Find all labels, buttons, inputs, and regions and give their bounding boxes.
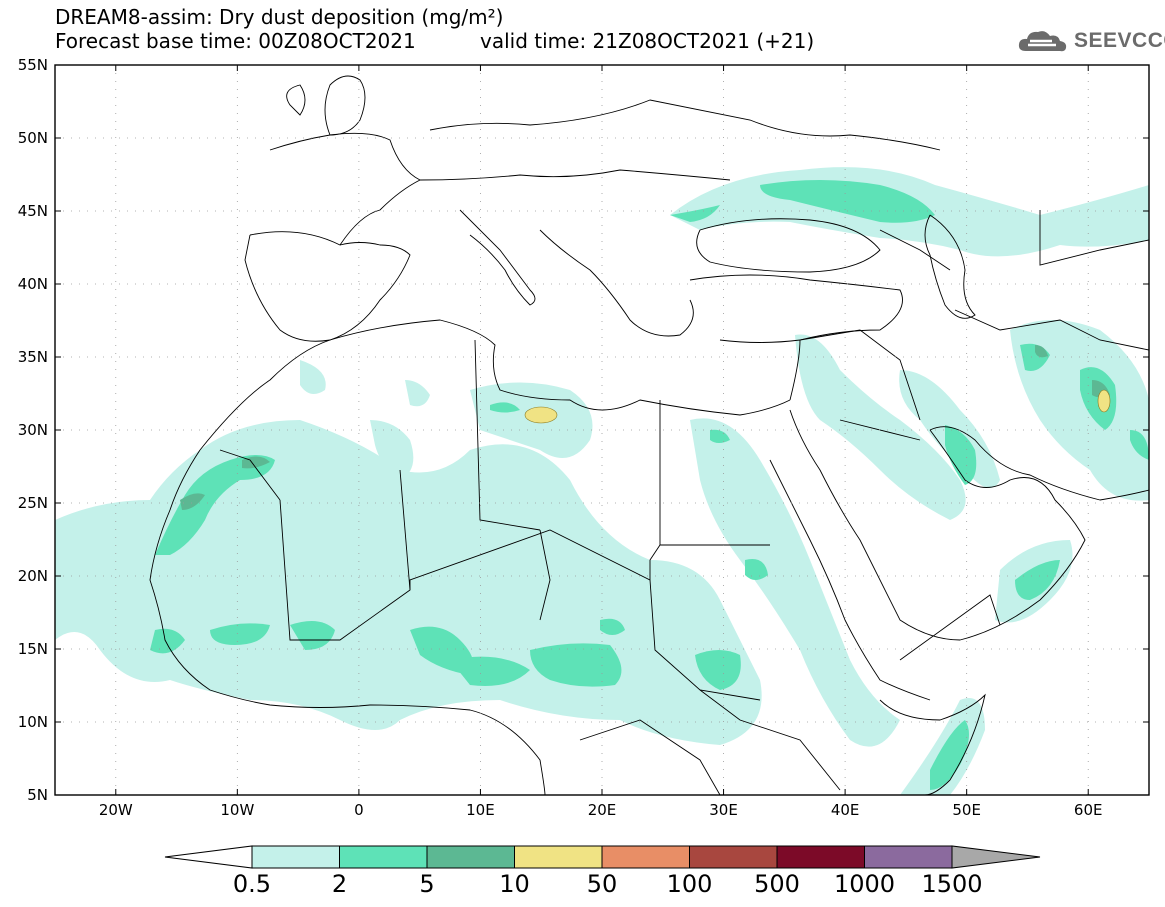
colorbar-label: 1000 xyxy=(834,870,895,898)
lat-lon-gridlines xyxy=(55,64,1149,796)
colorbar-label: 10 xyxy=(499,870,530,898)
seevccc-logo: SEEVCCC xyxy=(1018,26,1165,56)
colorbar-swatch xyxy=(339,845,428,869)
lon-label: 50E xyxy=(952,801,981,819)
plume-mid-level xyxy=(150,180,1149,790)
colorbar-label: 0.5 xyxy=(233,870,271,898)
valid-time: valid time: 21Z08OCT2021 (+21) xyxy=(480,29,815,53)
colorbar-under-triangle xyxy=(164,845,253,869)
lat-label: 50N xyxy=(18,129,48,147)
lon-label: 10W xyxy=(220,801,254,819)
colorbar-label: 1500 xyxy=(921,870,982,898)
lat-label: 55N xyxy=(18,56,48,74)
lat-label: 45N xyxy=(18,202,48,220)
colorbar-label: 100 xyxy=(667,870,713,898)
lon-label: 20W xyxy=(99,801,133,819)
colorbar-swatch xyxy=(514,845,603,869)
colorbar-label: 50 xyxy=(587,870,618,898)
lon-label: 60E xyxy=(1074,801,1103,819)
plume-peak-level xyxy=(524,389,1111,424)
colorbar-swatch xyxy=(864,845,953,869)
colorbar-label: 2 xyxy=(332,870,347,898)
lon-label: 40E xyxy=(831,801,860,819)
lon-label: 30E xyxy=(709,801,738,819)
lat-label: 5N xyxy=(27,786,48,804)
dust-deposition-plumes xyxy=(55,167,1149,795)
cloud-logo-icon xyxy=(1018,31,1067,52)
lat-label: 35N xyxy=(18,348,48,366)
lat-label: 30N xyxy=(18,421,48,439)
lat-label: 20N xyxy=(18,567,48,585)
latitude-labels: 55N 50N 45N 40N 35N 30N 25N 20N 15N 10N 5N xyxy=(18,56,48,804)
colorbar-swatch xyxy=(251,845,340,869)
coastlines-and-borders xyxy=(149,75,1149,795)
colorbar-over-triangle xyxy=(951,845,1041,869)
forecast-base-time: Forecast base time: 00Z08OCT2021 xyxy=(55,29,416,53)
lat-label: 25N xyxy=(18,494,48,512)
lon-label: 10E xyxy=(466,801,495,819)
lat-label: 15N xyxy=(18,640,48,658)
lon-label: 20E xyxy=(588,801,617,819)
lat-label: 10N xyxy=(18,713,48,731)
logo-text: SEEVCCC xyxy=(1074,29,1165,52)
colorbar: 0.5 2 5 10 50 100 500 1000 1500 xyxy=(164,845,1041,898)
colorbar-swatch xyxy=(426,845,515,869)
longitude-labels: 20W 10W 0 10E 20E 30E 40E 50E 60E xyxy=(99,801,1103,819)
colorbar-swatch xyxy=(689,845,778,869)
lat-label: 40N xyxy=(18,275,48,293)
map-title: DREAM8-assim: Dry dust deposition (mg/m²… xyxy=(55,5,504,29)
colorbar-label: 500 xyxy=(754,870,800,898)
colorbar-label: 5 xyxy=(419,870,434,898)
colorbar-swatch xyxy=(776,845,865,869)
lon-label: 0 xyxy=(354,801,364,819)
colorbar-swatch xyxy=(601,845,690,869)
